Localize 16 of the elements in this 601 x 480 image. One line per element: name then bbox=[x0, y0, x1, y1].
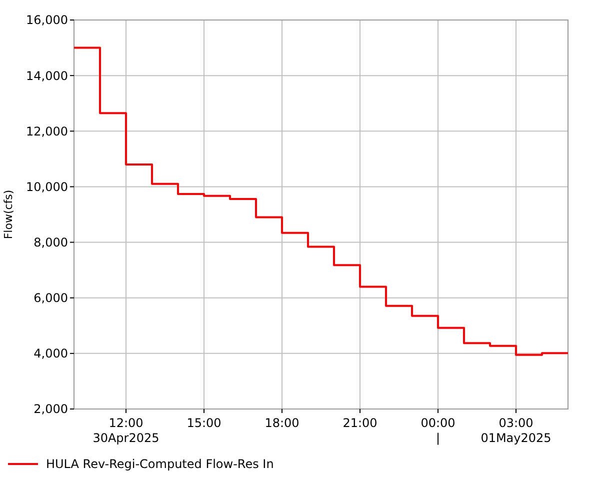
y-tick-label: 10,000 bbox=[26, 180, 68, 194]
y-axis-title: Flow(cfs) bbox=[2, 190, 15, 240]
y-tick-label: 14,000 bbox=[26, 68, 68, 83]
x-tick-label: 03:00 01May2025 bbox=[480, 416, 552, 445]
legend-label: HULA Rev-Regi-Computed Flow-Res In bbox=[46, 457, 274, 472]
x-tick-label: 15:00 bbox=[186, 416, 222, 430]
y-tick-label: 12,000 bbox=[26, 124, 68, 138]
y-tick-label: 6,000 bbox=[34, 291, 68, 306]
x-tick-label: 12:00 30Apr2025 bbox=[92, 416, 160, 445]
y-tick-label: 2,000 bbox=[34, 402, 68, 416]
x-tick-label: 18:00 bbox=[264, 416, 300, 430]
y-tick-label: 8,000 bbox=[34, 235, 68, 250]
y-tick-label: 4,000 bbox=[34, 346, 68, 361]
y-tick-label: 16,000 bbox=[26, 13, 68, 28]
x-tick-label: 00:00 | bbox=[420, 416, 456, 445]
x-tick-label: 21:00 bbox=[342, 416, 378, 430]
